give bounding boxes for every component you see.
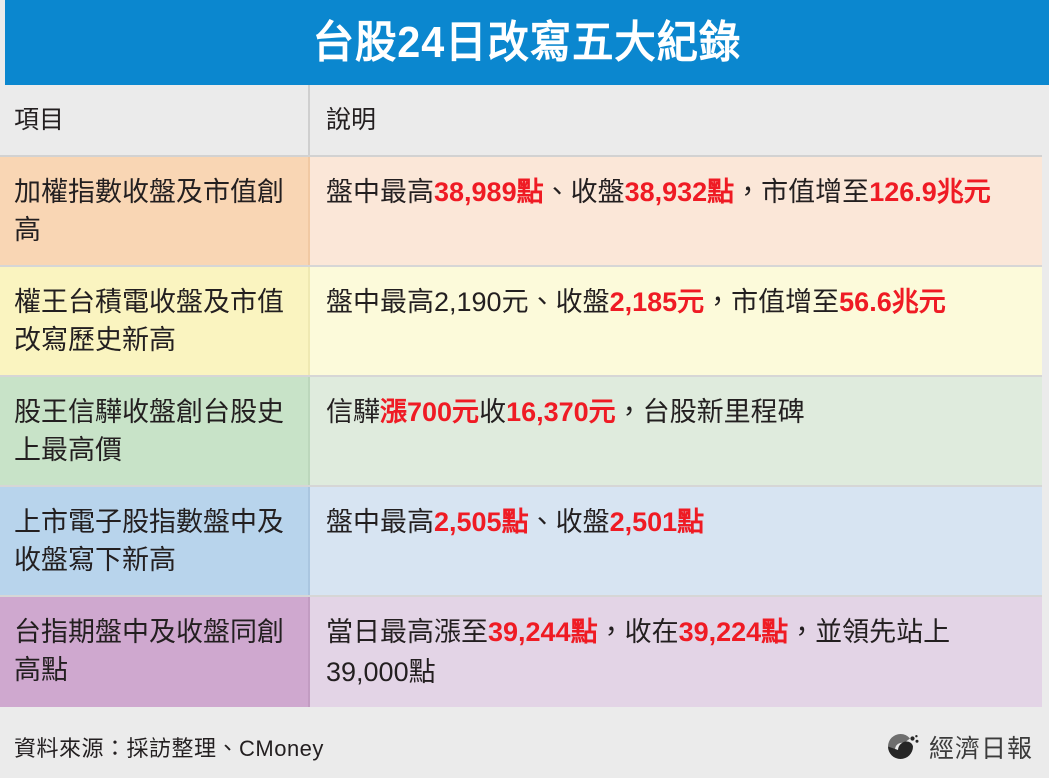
- plain-text-run: 當日最高漲至: [326, 617, 488, 647]
- plain-text-run: ，市值增至: [734, 177, 870, 207]
- plain-text-run: 信驊: [326, 397, 380, 427]
- footer: 資料來源：採訪整理、CMoney 經濟日報: [0, 716, 1049, 778]
- row-item-cell: 加權指數收盤及市值創高: [0, 157, 310, 265]
- table-row: 台指期盤中及收盤同創高點 當日最高漲至39,244點，收在39,224點，並領先…: [0, 597, 1042, 707]
- row-item-cell: 上市電子股指數盤中及收盤寫下新高: [0, 487, 310, 595]
- column-header-description-label: 說明: [326, 106, 377, 134]
- plain-text-run: ，市值增至: [704, 287, 840, 317]
- page-title: 台股24日改寫五大紀錄: [312, 17, 742, 67]
- plain-text-run: ，台股新里程碑: [615, 397, 805, 427]
- plain-text-run: 盤中最高: [326, 507, 434, 537]
- plain-text-run: 盤中最高: [326, 177, 434, 207]
- brand-lockup: 經濟日報: [886, 729, 1035, 765]
- plain-text-run: 收: [479, 397, 507, 427]
- highlighted-value: 39,224點: [678, 617, 789, 647]
- table-row: 股王信驊收盤創台股史上最高價 信驊漲700元收16,370元，台股新里程碑: [0, 377, 1042, 487]
- row-description-cell: 盤中最高2,190元、收盤2,185元，市值增至56.6兆元: [310, 267, 1042, 375]
- highlighted-value: 2,505點: [434, 507, 529, 537]
- column-header-item-label: 項目: [14, 106, 65, 134]
- highlighted-value: 126.9兆元: [869, 177, 991, 207]
- row-description-text: 信驊漲700元收16,370元，台股新里程碑: [326, 393, 805, 433]
- row-description-cell: 盤中最高38,989點、收盤38,932點，市值增至126.9兆元: [310, 157, 1042, 265]
- table-row: 加權指數收盤及市值創高 盤中最高38,989點、收盤38,932點，市值增至12…: [0, 157, 1042, 267]
- table-row: 上市電子股指數盤中及收盤寫下新高 盤中最高2,505點、收盤2,501點: [0, 487, 1042, 597]
- plain-text-run: 、收盤: [543, 177, 625, 207]
- column-header-description: 說明: [310, 85, 1042, 155]
- row-description-text: 盤中最高2,505點、收盤2,501點: [326, 503, 704, 543]
- row-item-label: 上市電子股指數盤中及收盤寫下新高: [14, 507, 284, 576]
- row-description-cell: 當日最高漲至39,244點，收在39,224點，並領先站上39,000點: [310, 597, 1042, 707]
- row-description-text: 盤中最高38,989點、收盤38,932點，市值增至126.9兆元: [326, 173, 991, 213]
- row-item-label: 加權指數收盤及市值創高: [14, 177, 284, 246]
- row-description-text: 盤中最高2,190元、收盤2,185元，市值增至56.6兆元: [326, 283, 946, 323]
- row-item-label: 權王台積電收盤及市值改寫歷史新高: [14, 287, 284, 356]
- highlighted-value: 2,501點: [609, 507, 705, 537]
- row-description-text: 當日最高漲至39,244點，收在39,224點，並領先站上39,000點: [326, 613, 1032, 693]
- row-description-cell: 盤中最高2,505點、收盤2,501點: [310, 487, 1042, 595]
- highlighted-value: 16,370元: [506, 397, 616, 427]
- highlighted-value: 漲700元: [380, 397, 480, 427]
- highlighted-value: 39,244點: [488, 617, 598, 647]
- row-item-cell: 股王信驊收盤創台股史上最高價: [0, 377, 310, 485]
- row-item-cell: 權王台積電收盤及市值改寫歷史新高: [0, 267, 310, 375]
- highlighted-value: 38,932點: [624, 177, 735, 207]
- table-row: 權王台積電收盤及市值改寫歷史新高 盤中最高2,190元、收盤2,185元，市值增…: [0, 267, 1042, 377]
- brand-name: 經濟日報: [928, 735, 1033, 763]
- column-header-item: 項目: [0, 85, 310, 155]
- row-item-label: 台指期盤中及收盤同創高點: [14, 617, 284, 686]
- plain-text-run: 、收盤: [528, 507, 610, 537]
- plain-text-run: 盤中最高2,190元、收盤: [326, 287, 610, 317]
- row-item-cell: 台指期盤中及收盤同創高點: [0, 597, 310, 707]
- highlighted-value: 2,185元: [609, 287, 705, 317]
- title-bar: 台股24日改寫五大紀錄: [5, 0, 1049, 85]
- highlighted-value: 38,989點: [434, 177, 544, 207]
- highlighted-value: 56.6兆元: [839, 287, 946, 317]
- row-item-label: 股王信驊收盤創台股史上最高價: [14, 397, 284, 466]
- records-table: 項目 說明 加權指數收盤及市值創高 盤中最高38,989點、收盤38,932點，…: [0, 85, 1042, 707]
- source-note: 資料來源：採訪整理、CMoney: [14, 736, 324, 761]
- plain-text-run: ，並領先站上39,000點: [326, 617, 951, 687]
- plain-text-run: ，收在: [597, 617, 679, 647]
- table-header-row: 項目 說明: [0, 85, 1042, 157]
- row-description-cell: 信驊漲700元收16,370元，台股新里程碑: [310, 377, 1042, 485]
- economic-daily-bird-logo-icon: [886, 732, 920, 762]
